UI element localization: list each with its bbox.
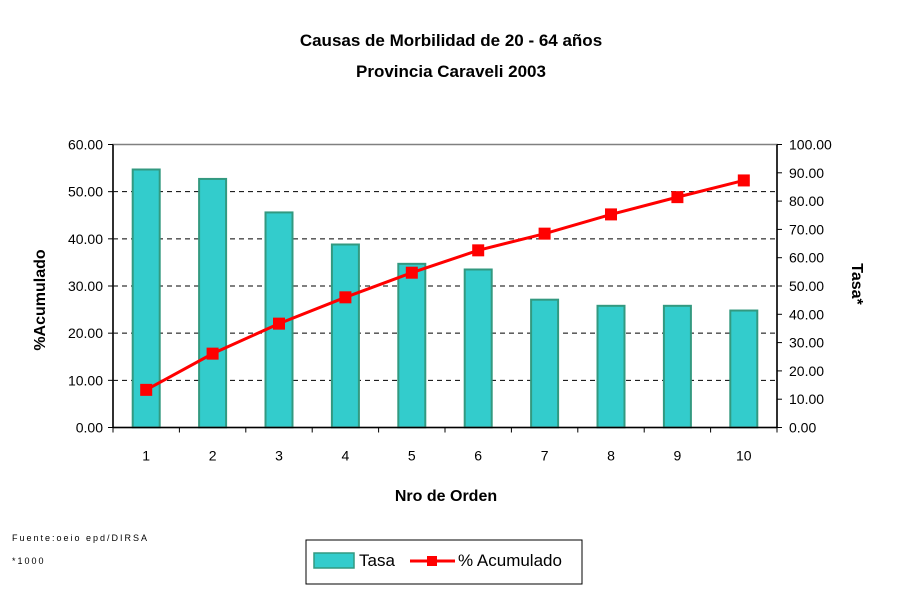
right-tick-label: 50.00: [789, 278, 824, 294]
x-tick-label: 5: [408, 448, 416, 464]
line-marker: [405, 266, 418, 279]
x-tick-label: 7: [541, 448, 549, 464]
x-tick-label: 2: [209, 448, 217, 464]
bar: [463, 268, 493, 429]
x-tick-label: 1: [142, 448, 150, 464]
left-tick-label: 30.00: [68, 278, 103, 294]
footnote-source: Fuente:oeio epd/DIRSA: [12, 533, 149, 543]
line-marker: [140, 383, 153, 396]
y-axis-left-title: %Acumulado: [32, 249, 49, 351]
legend-label-acumulado: % Acumulado: [458, 551, 562, 570]
footnote-rate: *1000: [12, 556, 46, 566]
line-marker: [472, 244, 485, 257]
bar: [596, 304, 626, 429]
x-axis-title: Nro de Orden: [395, 488, 497, 505]
left-tick-label: 40.00: [68, 231, 103, 247]
chart-title: Causas de Morbilidad de 20 - 64 años: [300, 31, 602, 50]
x-tick-label: 9: [674, 448, 682, 464]
line-marker: [206, 347, 219, 360]
left-tick-label: 20.00: [68, 325, 103, 341]
right-tick-label: 40.00: [789, 306, 824, 322]
line-marker: [737, 174, 750, 187]
right-tick-label: 100.00: [789, 137, 832, 153]
bar: [397, 262, 427, 429]
bar: [729, 309, 759, 429]
x-tick-label: 3: [275, 448, 283, 464]
right-tick-label: 70.00: [789, 221, 824, 237]
bar: [198, 177, 228, 429]
right-tick-label: 10.00: [789, 391, 824, 407]
line-marker: [671, 191, 684, 204]
line-path: [145, 178, 745, 392]
right-tick-label: 80.00: [789, 193, 824, 209]
bar: [662, 304, 692, 429]
x-tick-label: 10: [736, 448, 752, 464]
chart-subtitle: Provincia Caraveli 2003: [356, 62, 546, 81]
bar: [530, 298, 560, 429]
line-series: [140, 174, 750, 396]
legend: Tasa % Acumulado: [305, 539, 583, 585]
ticks: 0.00 10.00 20.00 30.00 40.00 50.00 60.00 0.00 10…: [68, 137, 832, 464]
x-tick-label: 4: [342, 448, 350, 464]
line-marker: [273, 317, 285, 330]
left-tick-label: 0.00: [76, 420, 103, 436]
left-tick-label: 10.00: [68, 372, 103, 388]
right-tick-label: 30.00: [789, 335, 824, 351]
right-tick-label: 20.00: [789, 363, 824, 379]
right-tick-label: 60.00: [789, 250, 824, 266]
legend-label-tasa: Tasa: [359, 551, 395, 570]
right-tick-label: 90.00: [789, 165, 824, 181]
x-tick-label: 6: [474, 448, 482, 464]
line-marker: [538, 227, 551, 240]
line-marker: [339, 291, 352, 304]
left-tick-label: 50.00: [68, 184, 103, 200]
bar: [330, 243, 360, 429]
y-axis-right-title: Tasa*: [848, 263, 865, 305]
bar-series: [131, 168, 759, 429]
line-marker: [605, 208, 617, 221]
x-tick-label: 8: [607, 448, 615, 464]
legend-swatch-tasa: [313, 552, 355, 569]
right-tick-label: 0.00: [789, 420, 816, 436]
left-tick-label: 60.00: [68, 137, 103, 153]
legend-marker-acumulado: [427, 556, 437, 566]
